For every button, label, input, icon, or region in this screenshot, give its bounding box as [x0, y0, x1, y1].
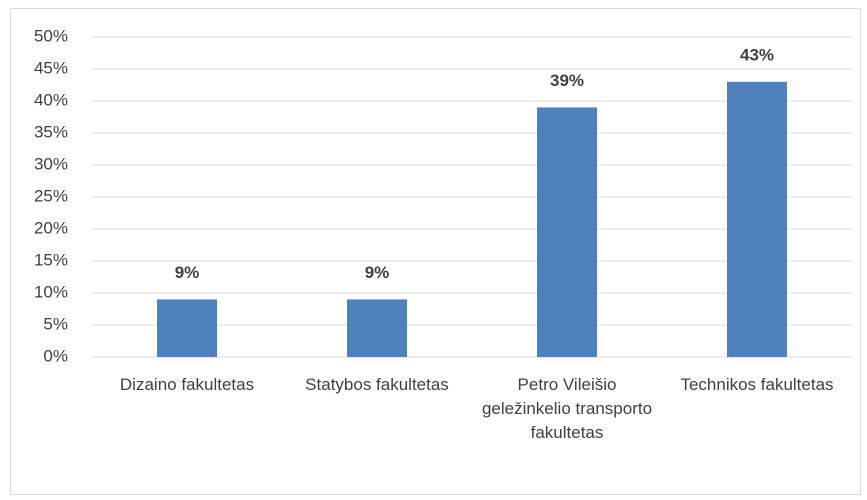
y-tick-label: 20%: [34, 218, 68, 237]
chart-border: [10, 8, 861, 495]
y-tick-label: 15%: [34, 250, 68, 269]
x-tick-label: Dizaino fakultetas: [119, 375, 255, 394]
data-label: 9%: [365, 263, 390, 282]
bar: [157, 299, 217, 357]
data-label: 9%: [175, 263, 200, 282]
x-tick-label: Petro Vileišio geležinkelio transporto f…: [481, 375, 653, 442]
y-tick-label: 25%: [34, 186, 68, 205]
y-tick-label: 50%: [34, 26, 68, 45]
bar: [347, 299, 407, 357]
y-tick-label: 40%: [34, 90, 68, 109]
x-tick-label: Statybos fakultetas: [305, 375, 449, 394]
data-label: 39%: [550, 71, 584, 90]
bar: [537, 107, 597, 358]
y-tick-label: 5%: [43, 314, 68, 333]
bar: [727, 81, 787, 358]
y-tick-label: 0%: [43, 346, 68, 365]
y-tick-label: 35%: [34, 122, 68, 141]
y-tick-label: 30%: [34, 154, 68, 173]
data-label: 43%: [740, 45, 774, 64]
y-tick-label: 10%: [34, 282, 68, 301]
y-tick-label: 45%: [34, 58, 68, 77]
x-tick-label: Technikos fakultetas: [680, 375, 834, 394]
